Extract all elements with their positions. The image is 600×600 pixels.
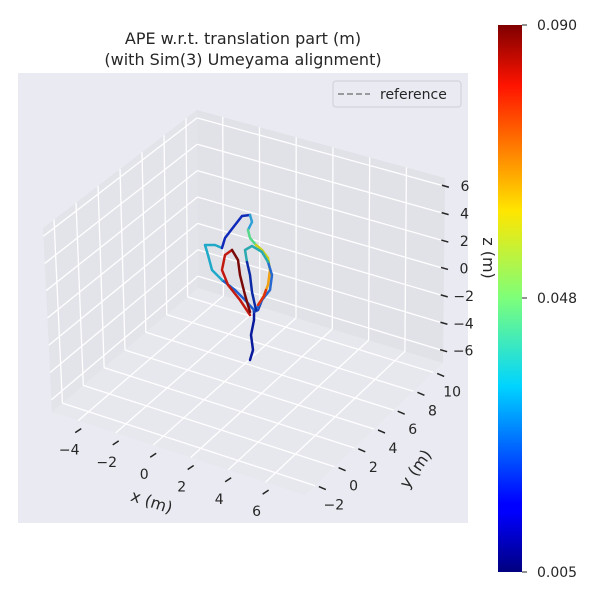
trajectory — [203, 213, 274, 362]
z-axis-label: z (m) — [479, 237, 498, 279]
x-tick-label: 4 — [215, 492, 224, 508]
z-tick-label: −4 — [453, 316, 474, 332]
tick-mark — [440, 294, 448, 298]
tick-mark — [357, 448, 366, 453]
tick-mark — [441, 184, 450, 188]
y-tick-label: −2 — [324, 498, 345, 514]
z-tick-label: −2 — [453, 289, 474, 305]
colorbar-tick-mid: 0.048 — [537, 291, 577, 307]
title-line-1: APE w.r.t. translation part (m) — [125, 29, 361, 48]
y-gridline — [53, 219, 64, 404]
z-gridline — [45, 170, 198, 292]
z-tick-label: 4 — [460, 207, 469, 223]
y-tick-label: 10 — [443, 384, 461, 400]
y-gridline — [97, 185, 105, 368]
tick-mark — [397, 410, 406, 415]
z-gridline — [197, 275, 444, 352]
title-line-2: (with Sim(3) Umeyama alignment) — [104, 50, 381, 69]
z-gridline — [197, 170, 445, 242]
y-tick-label: 2 — [369, 460, 378, 476]
tick-mark — [417, 391, 425, 396]
y-tick-label: 4 — [389, 441, 398, 457]
x-tick-label: 0 — [140, 467, 149, 483]
y-gridline — [103, 367, 355, 449]
tick-mark — [440, 321, 448, 325]
tick-mark — [187, 464, 195, 471]
tick-mark — [149, 452, 157, 458]
tick-mark — [436, 372, 445, 378]
z-tick-label: 0 — [460, 261, 469, 277]
y-tick-label: 8 — [428, 403, 437, 419]
trajectory-segment — [243, 244, 270, 264]
z-gridline — [43, 117, 198, 237]
tick-mark — [377, 429, 386, 434]
tick-mark — [441, 239, 449, 243]
y-gridline — [119, 168, 126, 351]
x-tick-label: 6 — [252, 504, 261, 520]
trajectory-segment — [246, 228, 258, 247]
z-tick-label: 6 — [460, 179, 469, 195]
z-gridline — [50, 275, 199, 401]
y-gridline — [166, 313, 414, 392]
colorbar-tick-max: 0.090 — [537, 18, 577, 34]
z-gridline — [44, 143, 198, 264]
x-tick-label: −4 — [59, 443, 80, 459]
trajectory-segment — [248, 308, 256, 362]
x-gridline — [404, 167, 408, 352]
tick-mark — [262, 489, 270, 495]
trajectory-segment — [220, 248, 252, 317]
tick-mark — [224, 477, 232, 483]
x-tick-label: 2 — [177, 479, 186, 495]
y-gridline — [145, 331, 394, 411]
z-tick-label: −6 — [453, 344, 474, 360]
z-gridline — [49, 249, 199, 373]
trajectory-segment — [245, 260, 258, 312]
colorbar-tick-min: 0.005 — [537, 565, 577, 581]
colorbar — [498, 25, 522, 572]
y-gridline — [62, 402, 316, 487]
legend-label: reference — [380, 87, 447, 103]
tick-mark — [338, 467, 346, 472]
legend: reference — [332, 80, 462, 108]
y-tick-label: 0 — [349, 479, 358, 495]
trajectory-segment — [203, 243, 224, 282]
y-gridline — [141, 152, 147, 333]
z-gridline — [46, 196, 198, 319]
y-gridline — [185, 118, 189, 297]
x-gridline — [331, 147, 334, 330]
tick-mark — [441, 211, 449, 216]
trajectory-segment — [256, 288, 268, 307]
trajectory-segment — [230, 248, 252, 314]
y-gridline — [163, 135, 168, 315]
tick-mark — [439, 348, 448, 353]
z-gridline — [197, 196, 445, 270]
x-gridline — [367, 157, 371, 341]
tick-mark — [74, 427, 82, 434]
y-gridline — [75, 202, 84, 386]
trajectory-segment — [246, 213, 254, 232]
tick-mark — [440, 266, 449, 271]
z-tick-label: 2 — [460, 234, 469, 250]
y-gridline — [187, 296, 434, 374]
z-gridline — [197, 143, 445, 215]
z-gridline — [48, 222, 199, 346]
y-gridline — [83, 384, 335, 468]
tick-mark — [112, 440, 120, 446]
trajectory-segment — [220, 213, 252, 250]
z-gridline — [197, 222, 444, 297]
y-tick-label: 6 — [408, 422, 417, 438]
tick-mark — [318, 485, 327, 491]
floor-pane — [52, 288, 443, 495]
x-tick-label: −2 — [96, 455, 117, 471]
z-gridline — [196, 117, 446, 187]
y-gridline — [124, 349, 375, 430]
